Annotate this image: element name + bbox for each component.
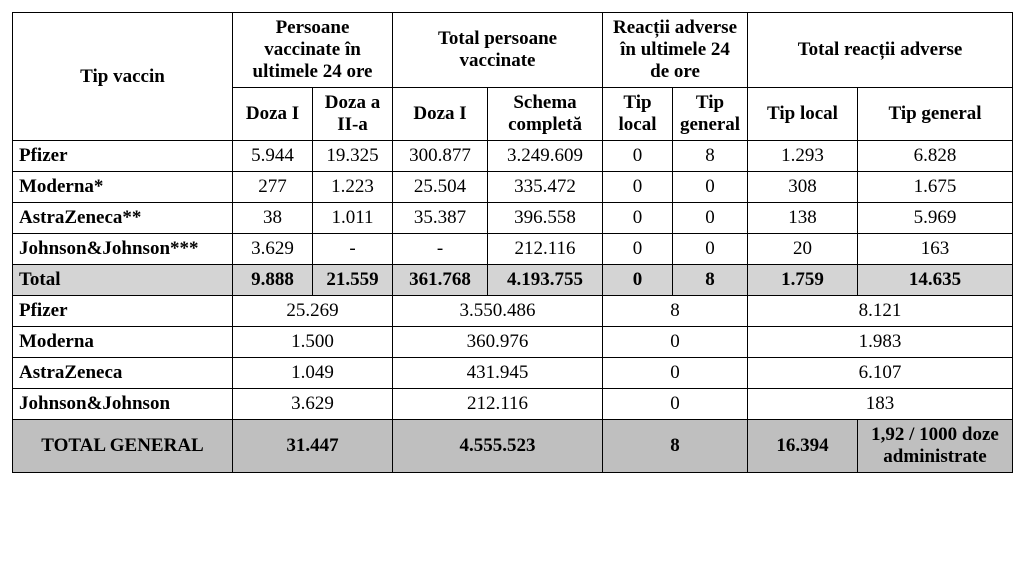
col-vaccine-type: Tip vaccin [13, 13, 233, 141]
schema-total: 335.472 [488, 172, 603, 203]
col-persons-24h: Persoane vaccinate în ultimele 24 ore [233, 13, 393, 88]
dose2-24h: 19.325 [313, 141, 393, 172]
dose1-24h: 277 [233, 172, 313, 203]
dose1-total: - [393, 234, 488, 265]
schema-total: 3.249.609 [488, 141, 603, 172]
react-local-total: 20 [748, 234, 858, 265]
react-24h: 0 [603, 327, 748, 358]
react-24h: 0 [603, 358, 748, 389]
summary-row: Pfizer25.2693.550.48688.121 [13, 296, 1013, 327]
table-row: Johnson&Johnson***3.629--212.1160020163 [13, 234, 1013, 265]
sub-schema-total: Schema completă [488, 88, 603, 141]
grand-persons-24h: 31.447 [233, 420, 393, 473]
react-local-24h: 0 [603, 234, 673, 265]
react-total: 183 [748, 389, 1013, 420]
react-local-total: 308 [748, 172, 858, 203]
grand-label: TOTAL GENERAL [13, 420, 233, 473]
summary-row: Moderna1.500360.97601.983 [13, 327, 1013, 358]
sub-dose1-24h: Doza I [233, 88, 313, 141]
react-total: 6.107 [748, 358, 1013, 389]
sub-local-total: Tip local [748, 88, 858, 141]
sub-local-24h: Tip local [603, 88, 673, 141]
react-general-24h: 0 [673, 172, 748, 203]
react-general-total: 14.635 [858, 265, 1013, 296]
react-local-24h: 0 [603, 265, 673, 296]
summary-row: AstraZeneca1.049431.94506.107 [13, 358, 1013, 389]
sub-dose1-total: Doza I [393, 88, 488, 141]
vaccine-name: Moderna* [13, 172, 233, 203]
persons-total: 212.116 [393, 389, 603, 420]
react-total: 1.983 [748, 327, 1013, 358]
grand-react-general: 1,92 / 1000 doze administrate [858, 420, 1013, 473]
vaccine-name: Moderna [13, 327, 233, 358]
col-react-total: Total reacții adverse [748, 13, 1013, 88]
grand-total-row: TOTAL GENERAL31.4474.555.523816.3941,92 … [13, 420, 1013, 473]
persons-24h: 1.049 [233, 358, 393, 389]
dose1-total: 35.387 [393, 203, 488, 234]
dose2-24h: - [313, 234, 393, 265]
react-general-total: 1.675 [858, 172, 1013, 203]
dose1-total: 361.768 [393, 265, 488, 296]
react-general-24h: 8 [673, 265, 748, 296]
dose1-total: 25.504 [393, 172, 488, 203]
sub-general-24h: Tip general [673, 88, 748, 141]
dose2-24h: 1.011 [313, 203, 393, 234]
vaccine-name: AstraZeneca** [13, 203, 233, 234]
react-general-24h: 0 [673, 234, 748, 265]
dose1-24h: 9.888 [233, 265, 313, 296]
react-local-total: 1.293 [748, 141, 858, 172]
total-row: Total9.88821.559361.7684.193.755081.7591… [13, 265, 1013, 296]
summary-row: Johnson&Johnson3.629212.1160183 [13, 389, 1013, 420]
table-row: Pfizer5.94419.325300.8773.249.609081.293… [13, 141, 1013, 172]
react-local-24h: 0 [603, 141, 673, 172]
persons-total: 360.976 [393, 327, 603, 358]
grand-persons-total: 4.555.523 [393, 420, 603, 473]
react-24h: 8 [603, 296, 748, 327]
dose2-24h: 21.559 [313, 265, 393, 296]
persons-total: 3.550.486 [393, 296, 603, 327]
react-general-total: 6.828 [858, 141, 1013, 172]
react-general-24h: 8 [673, 141, 748, 172]
react-24h: 0 [603, 389, 748, 420]
grand-react-local: 16.394 [748, 420, 858, 473]
col-react-24h: Reacții adverse în ultimele 24 de ore [603, 13, 748, 88]
vaccine-name: AstraZeneca [13, 358, 233, 389]
react-total: 8.121 [748, 296, 1013, 327]
vaccine-name: Pfizer [13, 296, 233, 327]
vaccination-table: Tip vaccin Persoane vaccinate în ultimel… [12, 12, 1013, 473]
sub-dose2-24h: Doza a II-a [313, 88, 393, 141]
grand-react-24h: 8 [603, 420, 748, 473]
vaccine-name: Johnson&Johnson [13, 389, 233, 420]
schema-total: 4.193.755 [488, 265, 603, 296]
react-local-24h: 0 [603, 172, 673, 203]
col-persons-total: Total persoane vaccinate [393, 13, 603, 88]
dose1-24h: 38 [233, 203, 313, 234]
header-row-1: Tip vaccin Persoane vaccinate în ultimel… [13, 13, 1013, 88]
react-general-total: 5.969 [858, 203, 1013, 234]
table-row: AstraZeneca**381.01135.387396.558001385.… [13, 203, 1013, 234]
vaccine-name: Pfizer [13, 141, 233, 172]
total-label: Total [13, 265, 233, 296]
react-local-total: 138 [748, 203, 858, 234]
vaccine-name: Johnson&Johnson*** [13, 234, 233, 265]
table-row: Moderna*2771.22325.504335.472003081.675 [13, 172, 1013, 203]
react-general-total: 163 [858, 234, 1013, 265]
persons-24h: 3.629 [233, 389, 393, 420]
react-general-24h: 0 [673, 203, 748, 234]
react-local-total: 1.759 [748, 265, 858, 296]
sub-general-total: Tip general [858, 88, 1013, 141]
react-local-24h: 0 [603, 203, 673, 234]
dose2-24h: 1.223 [313, 172, 393, 203]
schema-total: 396.558 [488, 203, 603, 234]
persons-24h: 25.269 [233, 296, 393, 327]
schema-total: 212.116 [488, 234, 603, 265]
persons-24h: 1.500 [233, 327, 393, 358]
dose1-total: 300.877 [393, 141, 488, 172]
dose1-24h: 5.944 [233, 141, 313, 172]
dose1-24h: 3.629 [233, 234, 313, 265]
persons-total: 431.945 [393, 358, 603, 389]
